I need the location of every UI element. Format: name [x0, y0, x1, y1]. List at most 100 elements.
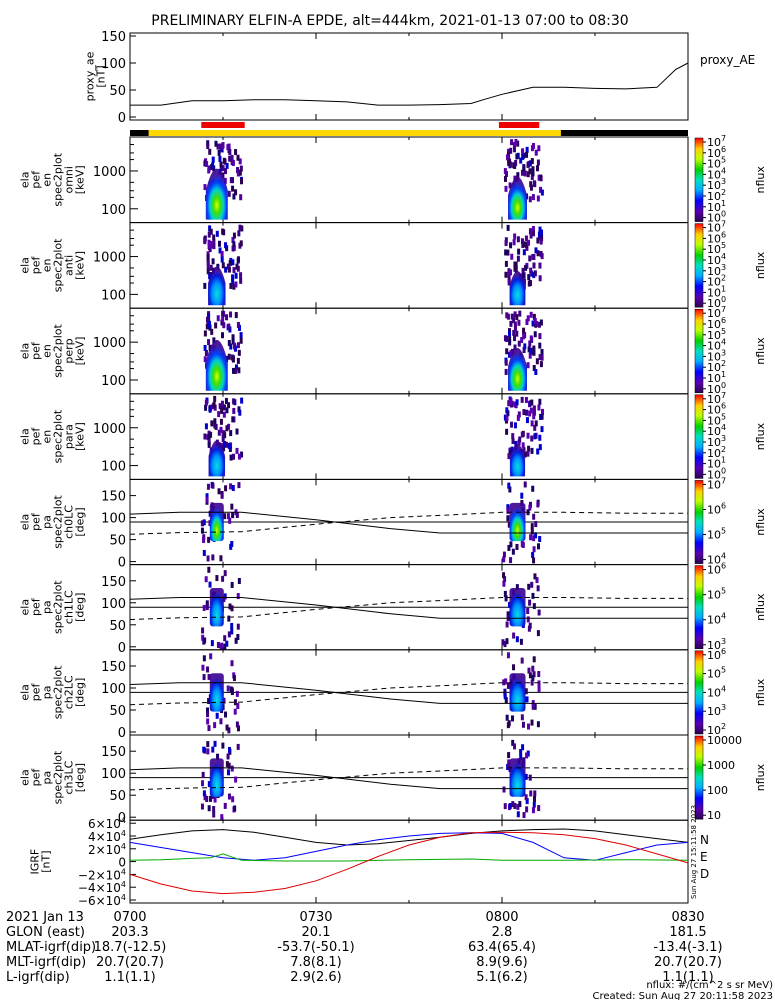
pitch-panel-4-speckle — [516, 811, 520, 818]
footer-row-value: 18.7(-12.5) — [94, 940, 167, 955]
energy-panel-1-speckle — [211, 162, 215, 169]
energy-panel-2-speckle — [209, 241, 213, 248]
energy-panel-2-speckle — [538, 226, 542, 233]
igrf-ylabel-line: [nT] — [40, 850, 53, 872]
energy-panel-3-speckle — [539, 361, 543, 368]
energy-panel-1-speckle — [219, 165, 223, 172]
energy-panel-4-speckle — [240, 451, 244, 458]
energy-panel-1-speckle — [238, 169, 242, 176]
energy-panel-4-speckle — [232, 407, 236, 414]
pitch-panel-1-speckle — [530, 528, 534, 535]
energy-panel-3-speckle — [512, 329, 516, 336]
energy-panel-3-speckle — [532, 349, 536, 356]
pitch-panel-1-speckle — [536, 501, 540, 508]
pitch-panel-2-cbar-title: nflux — [754, 593, 767, 621]
energy-panel-2-speckle — [232, 283, 236, 290]
energy-panel-1-speckle — [221, 165, 225, 172]
pitch-panel-4-speckle — [231, 796, 235, 803]
pitch-panel-2-speckle — [505, 638, 509, 645]
energy-panel-1-speckle — [509, 147, 513, 154]
pitch-panel-1-speckle — [509, 541, 513, 548]
energy-panel-1-speckle — [512, 162, 516, 169]
pitch-panel-3-speckle — [215, 712, 219, 719]
energy-panel-2-ylabel-line: ela — [19, 257, 32, 274]
pitch-panel-4-speckle — [202, 790, 206, 797]
footer-row-value: 2.8 — [492, 925, 513, 940]
energy-panel-4-speckle — [204, 404, 208, 411]
energy-panel-4-speckle — [533, 424, 537, 431]
pitch-panel-4-speckle — [213, 740, 217, 747]
pitch-panel-4-cbar-label: 100 — [707, 784, 728, 797]
pitch-panel-1-speckle — [532, 557, 536, 564]
energy-panel-2-speckle — [528, 255, 532, 262]
energy-panel-2-speckle — [527, 280, 531, 287]
pitch-panel-4-speckle — [524, 794, 528, 801]
pitch-panel-4-ylabel-line: ela — [19, 769, 32, 786]
energy-panel-4-speckle — [213, 395, 217, 402]
energy-panel-2-speckle — [509, 269, 513, 276]
energy-panel-2-speckle — [527, 239, 531, 246]
pitch-panel-3-speckle — [233, 699, 237, 706]
pitch-panel-4-speckle — [537, 805, 541, 812]
energy-panel-2-speckle — [206, 268, 210, 275]
pitch-panel-4-speckle — [502, 786, 506, 793]
pitch-panel-2-speckle — [536, 630, 540, 637]
energy-panel-1-speckle — [231, 185, 235, 192]
igrf-ytick-label: 0 — [118, 856, 126, 870]
energy-panel-3-speckle — [513, 335, 517, 342]
energy-panel-4-speckle — [537, 404, 541, 411]
pitch-panel-4-colorbar — [694, 735, 704, 820]
pitch-panel-2-speckle — [515, 584, 519, 591]
energy-panel-1-speckle — [526, 171, 530, 178]
energy-panel-2-speckle — [220, 256, 224, 263]
pitch-panel-3-speckle — [201, 664, 205, 671]
pitch-panel-3-speckle — [503, 693, 507, 700]
energy-panel-1-speckle — [232, 193, 236, 200]
energy-panel-1-speckle — [503, 175, 507, 182]
energy-panel-4-speckle — [227, 402, 231, 409]
energy-panel-4-speckle — [503, 414, 507, 421]
pitch-panel-2-speckle — [501, 639, 505, 646]
pitch-panel-3-speckle — [536, 721, 540, 728]
energy-panel-3-speckle — [216, 315, 220, 322]
energy-panel-4-speckle — [541, 408, 545, 415]
energy-panel-4-speckle — [517, 411, 521, 418]
energy-panel-2-flux-blob-1 — [208, 266, 226, 306]
pitch-panel-4-speckle — [531, 807, 535, 814]
pitch-panel-1-speckle — [230, 503, 234, 510]
energy-panel-4-ylabel-line: pef — [30, 427, 43, 446]
energy-panel-2-speckle — [234, 272, 238, 279]
energy-panel-2-speckle — [525, 241, 529, 248]
footer-time-tick-0700: 0700 — [113, 910, 146, 925]
energy-panel-1-ylabel-line: spec2plot — [52, 152, 65, 206]
pitch-panel-4-ylabel-line: pa — [41, 771, 54, 785]
energy-panel-4-speckle — [229, 454, 233, 461]
energy-panel-3-speckle — [523, 343, 527, 350]
energy-panel-1-speckle — [236, 167, 240, 174]
pitch-panel-4-speckle — [518, 801, 522, 808]
footer-row-value: 2.9(2.6) — [290, 970, 342, 985]
energy-panel-2-speckle — [232, 267, 236, 274]
energy-panel-1-speckle — [230, 154, 234, 161]
energy-panel-2-ylabel-line: [keV] — [74, 251, 87, 280]
pitch-panel-4-cbar-label: 10000 — [707, 734, 742, 747]
energy-panel-4-speckle — [513, 401, 517, 408]
energy-panel-3-speckle — [539, 319, 543, 326]
energy-panel-3-speckle — [531, 320, 535, 327]
pitch-panel-2-speckle — [230, 605, 234, 612]
pitch-panel-1-speckle — [532, 535, 536, 542]
energy-panel-2-speckle — [521, 267, 525, 274]
energy-panel-4-speckle — [221, 404, 225, 411]
energy-panel-4-speckle — [231, 416, 235, 423]
energy-panel-1-speckle — [528, 196, 532, 203]
energy-panel-2-speckle — [531, 226, 535, 233]
energy-panel-1-speckle — [223, 177, 227, 184]
pitch-angle-panels: 050100150elapefpaspec2plotch0LC[deg]1041… — [19, 476, 768, 826]
energy-panel-2-speckle — [229, 282, 233, 289]
pitch-panel-1-speckle — [508, 486, 512, 493]
energy-panel-2-speckle — [208, 225, 212, 232]
igrf-legend-E: E — [700, 850, 708, 864]
pitch-panel-3-speckle — [527, 667, 531, 674]
